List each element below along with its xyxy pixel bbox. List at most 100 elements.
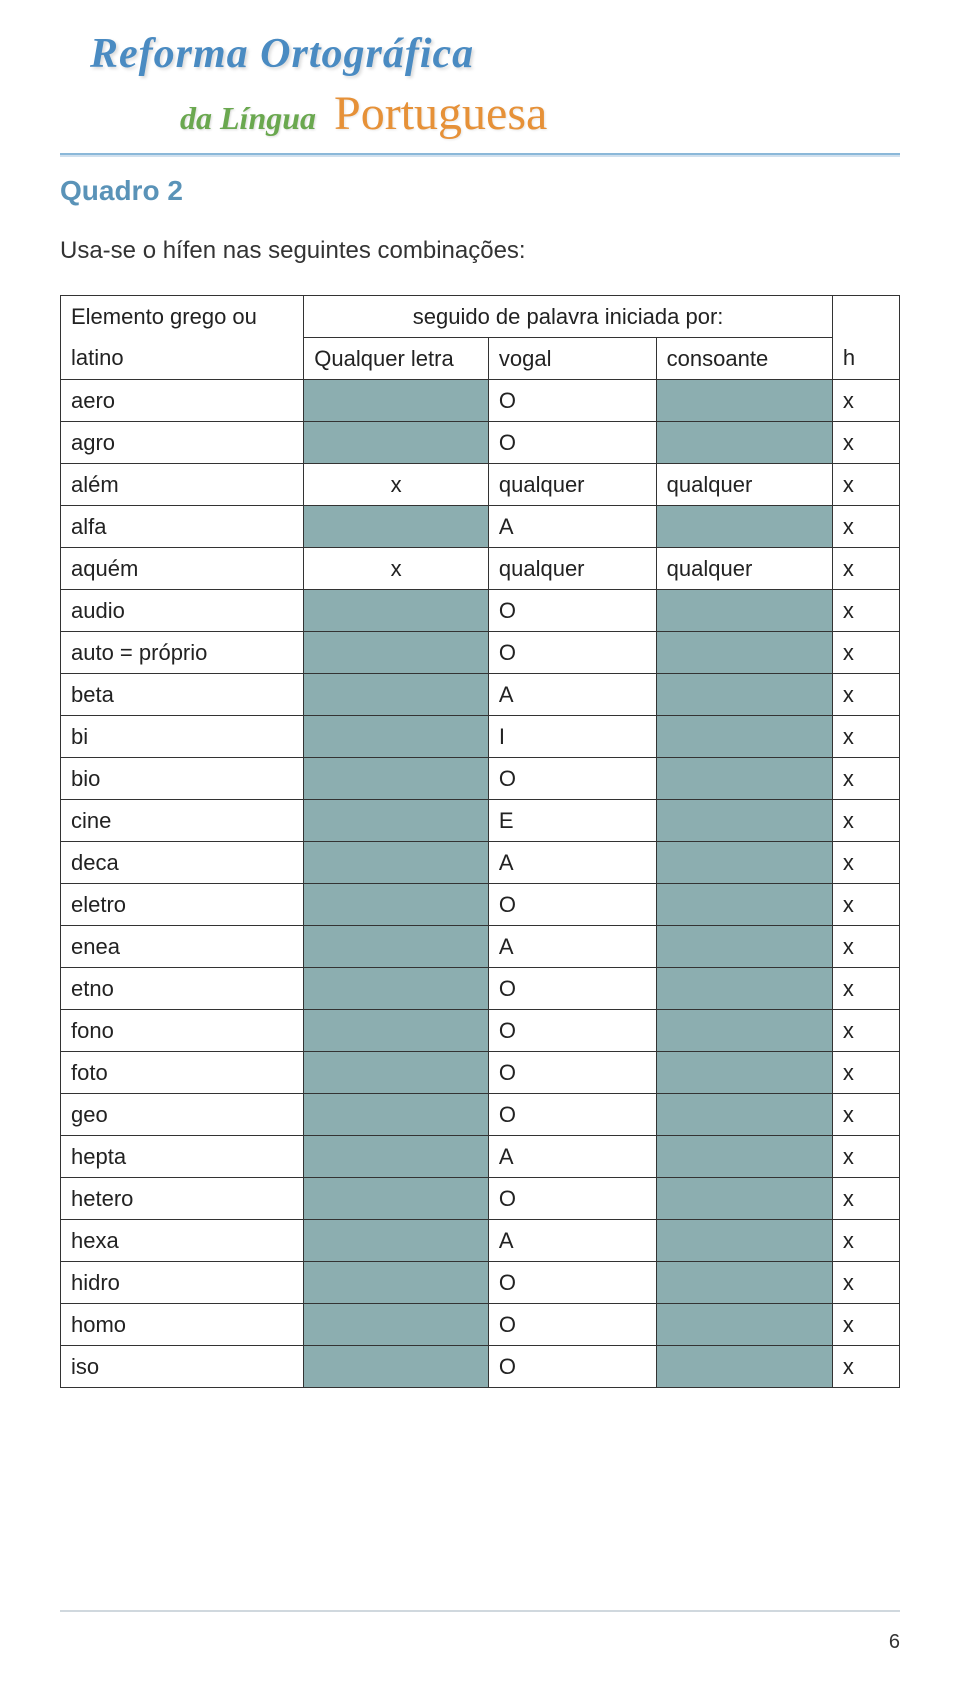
cell-consoante: [656, 506, 832, 548]
cell-h: x: [832, 1220, 899, 1262]
cell-qualquer-letra: [304, 590, 489, 632]
cell-qualquer-letra: [304, 632, 489, 674]
cell-vogal: E: [488, 800, 656, 842]
cell-h: x: [832, 1346, 899, 1388]
cell-elemento: iso: [61, 1346, 304, 1388]
cell-vogal: O: [488, 884, 656, 926]
cell-qualquer-letra: [304, 1094, 489, 1136]
cell-consoante: [656, 926, 832, 968]
cell-vogal: O: [488, 1052, 656, 1094]
cell-qualquer-letra: [304, 422, 489, 464]
cell-elemento: auto = próprio: [61, 632, 304, 674]
cell-h: x: [832, 506, 899, 548]
cell-qualquer-letra: [304, 1052, 489, 1094]
cell-elemento: agro: [61, 422, 304, 464]
cell-h: x: [832, 674, 899, 716]
col-header-h-empty: [832, 296, 899, 338]
table-row: iso Ox: [61, 1346, 900, 1388]
cell-h: x: [832, 632, 899, 674]
cell-vogal: O: [488, 968, 656, 1010]
table-row: auto = próprio Ox: [61, 632, 900, 674]
cell-consoante: qualquer: [656, 464, 832, 506]
cell-vogal: O: [488, 380, 656, 422]
cell-vogal: O: [488, 1346, 656, 1388]
cell-qualquer-letra: [304, 926, 489, 968]
cell-h: x: [832, 926, 899, 968]
cell-consoante: [656, 380, 832, 422]
cell-vogal: qualquer: [488, 464, 656, 506]
table-row: biIx: [61, 716, 900, 758]
cell-consoante: [656, 1010, 832, 1052]
cell-qualquer-letra: x: [304, 464, 489, 506]
col-header-consoante: consoante: [656, 338, 832, 380]
table-body: aeroOxagroOxalémxqualquerqualquerxalfaAx…: [61, 380, 900, 1388]
cell-vogal: O: [488, 1010, 656, 1052]
cell-vogal: A: [488, 926, 656, 968]
cell-elemento: enea: [61, 926, 304, 968]
cell-qualquer-letra: [304, 1220, 489, 1262]
cell-vogal: A: [488, 1220, 656, 1262]
cell-vogal: O: [488, 1262, 656, 1304]
section-subtitle: Usa-se o hífen nas seguintes combinações…: [60, 237, 900, 265]
table-row: alémxqualquerqualquerx: [61, 464, 900, 506]
cell-h: x: [832, 842, 899, 884]
table-header-row-2: latino Qualquer letra vogal consoante h: [61, 338, 900, 380]
cell-consoante: [656, 674, 832, 716]
cell-consoante: [656, 1220, 832, 1262]
cell-elemento: cine: [61, 800, 304, 842]
cell-qualquer-letra: [304, 842, 489, 884]
cell-qualquer-letra: [304, 1346, 489, 1388]
cell-vogal: O: [488, 1304, 656, 1346]
table-row: etno Ox: [61, 968, 900, 1010]
table-row: hidroOx: [61, 1262, 900, 1304]
table-row: alfaAx: [61, 506, 900, 548]
cell-vogal: A: [488, 506, 656, 548]
table-row: heteroOx: [61, 1178, 900, 1220]
col-header-merged: seguido de palavra iniciada por:: [304, 296, 833, 338]
header-subtitle-b: Portuguesa: [334, 86, 547, 141]
cell-elemento: homo: [61, 1304, 304, 1346]
cell-consoante: [656, 1136, 832, 1178]
cell-elemento: eletro: [61, 884, 304, 926]
cell-elemento: beta: [61, 674, 304, 716]
cell-h: x: [832, 1010, 899, 1052]
table-row: aquémxqualquerqualquerx: [61, 548, 900, 590]
cell-h: x: [832, 1136, 899, 1178]
table-row: hepta Ax: [61, 1136, 900, 1178]
cell-vogal: O: [488, 632, 656, 674]
cell-h: x: [832, 716, 899, 758]
cell-vogal: qualquer: [488, 548, 656, 590]
col-header-elem-part1: Elemento grego ou: [61, 296, 304, 338]
document-header: Reforma Ortográfica da Língua Portuguesa: [0, 0, 960, 141]
cell-elemento: aquém: [61, 548, 304, 590]
cell-vogal: A: [488, 674, 656, 716]
cell-qualquer-letra: [304, 1136, 489, 1178]
cell-h: x: [832, 422, 899, 464]
cell-qualquer-letra: [304, 506, 489, 548]
cell-vogal: I: [488, 716, 656, 758]
table-row: enea Ax: [61, 926, 900, 968]
cell-consoante: [656, 1094, 832, 1136]
cell-consoante: [656, 758, 832, 800]
table-header-row-1: Elemento grego ou seguido de palavra ini…: [61, 296, 900, 338]
cell-vogal: A: [488, 1136, 656, 1178]
cell-consoante: [656, 1304, 832, 1346]
hyphen-table: Elemento grego ou seguido de palavra ini…: [60, 295, 900, 1388]
header-title-line2: da Língua Portuguesa: [90, 86, 960, 141]
header-title-line1: Reforma Ortográfica: [90, 30, 960, 78]
cell-vogal: A: [488, 842, 656, 884]
cell-consoante: [656, 1346, 832, 1388]
cell-h: x: [832, 884, 899, 926]
cell-h: x: [832, 380, 899, 422]
cell-elemento: etno: [61, 968, 304, 1010]
cell-consoante: [656, 716, 832, 758]
cell-consoante: [656, 884, 832, 926]
cell-h: x: [832, 1052, 899, 1094]
cell-qualquer-letra: [304, 1262, 489, 1304]
cell-h: x: [832, 968, 899, 1010]
table-row: homoOx: [61, 1304, 900, 1346]
cell-elemento: geo: [61, 1094, 304, 1136]
cell-h: x: [832, 758, 899, 800]
col-header-h: h: [832, 338, 899, 380]
cell-elemento: hepta: [61, 1136, 304, 1178]
